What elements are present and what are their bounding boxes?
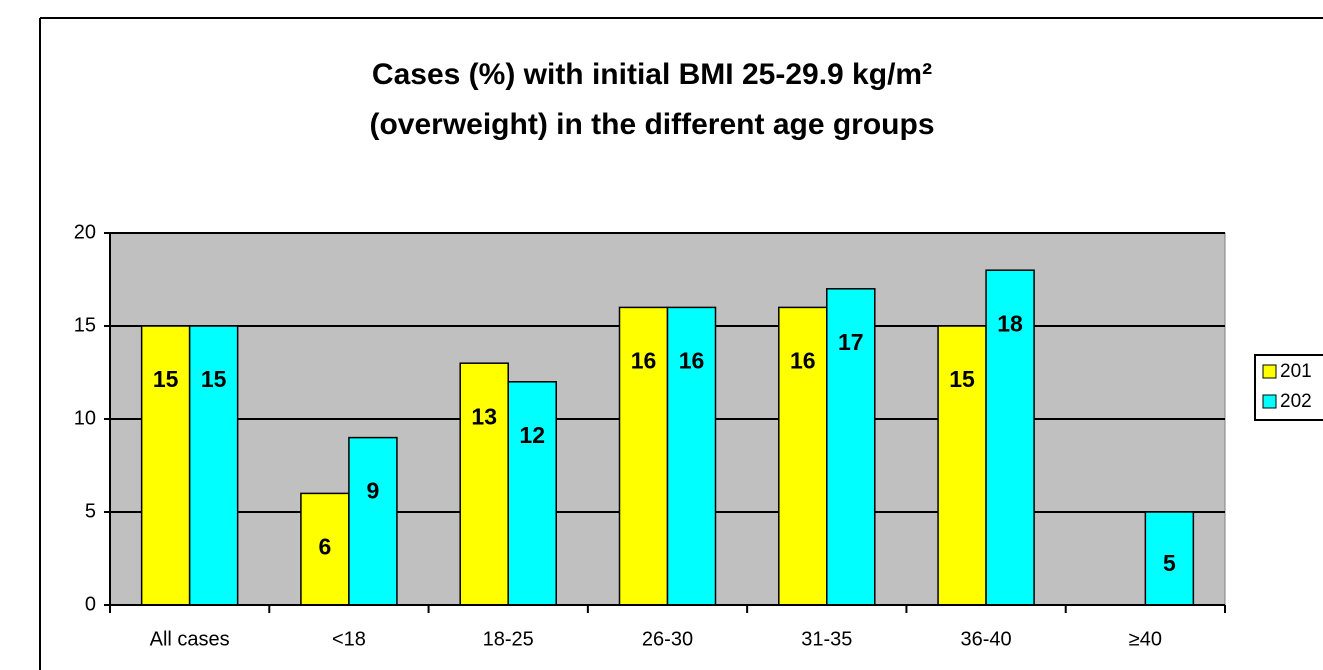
y-tick-label: 10 <box>74 407 96 429</box>
x-tick-label: 31-35 <box>801 628 852 650</box>
legend-swatch <box>1262 394 1277 409</box>
data-label: 9 <box>367 478 380 504</box>
legend-swatch <box>1262 364 1277 379</box>
x-tick-label: 36-40 <box>960 628 1011 650</box>
data-label: 15 <box>201 366 227 392</box>
x-tick-label: ≥40 <box>1129 628 1162 650</box>
data-label: 12 <box>519 422 545 448</box>
data-label: 16 <box>790 347 816 373</box>
x-tick-label: 26-30 <box>642 628 693 650</box>
bar <box>348 436 398 606</box>
legend-label: 201 <box>1280 361 1312 382</box>
bar <box>300 492 350 606</box>
bar <box>507 381 557 606</box>
chart-title: Cases (%) with initial BMI 25-29.9 kg/m² <box>372 58 932 91</box>
y-tick-label: 20 <box>74 221 96 243</box>
y-tick-label: 5 <box>85 500 96 522</box>
bar <box>618 306 669 606</box>
data-label: 15 <box>153 366 179 392</box>
chart-title: (overweight) in the different age groups <box>369 108 934 141</box>
x-tick-label: All cases <box>150 628 230 650</box>
y-tick-label: 15 <box>74 314 96 336</box>
bar <box>188 325 239 606</box>
data-label: 6 <box>319 533 332 559</box>
data-label: 16 <box>631 347 657 373</box>
data-label: 18 <box>997 310 1023 336</box>
bar <box>459 362 509 606</box>
legend-label: 202 <box>1280 391 1312 412</box>
data-label: 17 <box>838 329 864 355</box>
data-label: 15 <box>949 366 975 392</box>
bar <box>937 325 987 606</box>
data-label: 16 <box>679 347 705 373</box>
x-tick-label: 18-25 <box>483 628 534 650</box>
x-tick-label: <18 <box>332 628 366 650</box>
data-label: 5 <box>1163 550 1176 576</box>
bar <box>826 288 876 606</box>
bar <box>1144 511 1195 606</box>
data-label: 13 <box>471 403 497 429</box>
y-tick-label: 0 <box>85 593 96 615</box>
